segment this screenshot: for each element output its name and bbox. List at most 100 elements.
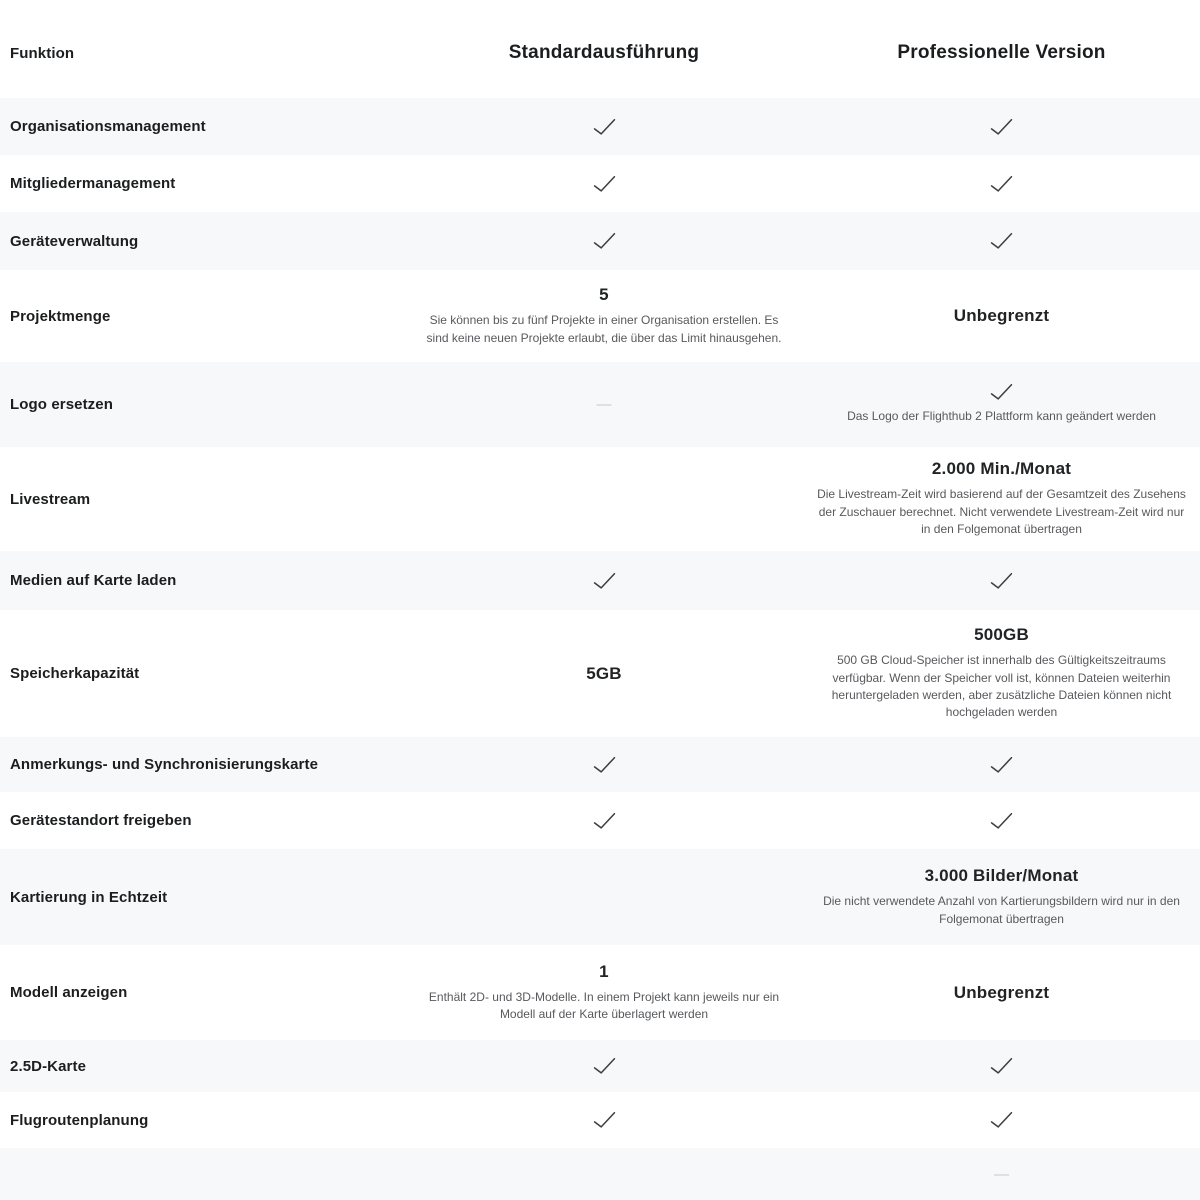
- feature-cell: Gerätestandort freigeben: [0, 792, 405, 849]
- table-body: Organisationsmanagement Mitgliedermanage…: [0, 98, 1200, 1200]
- check-icon: [990, 232, 1013, 249]
- standard-cell: [405, 155, 803, 212]
- professional-cell: [803, 737, 1200, 792]
- feature-cell: Modell anzeigen: [0, 945, 405, 1040]
- standard-cell: [405, 1040, 803, 1092]
- professional-cell: 3.000 Bilder/Monat Die nicht verwendete A…: [803, 849, 1200, 945]
- check-icon: [593, 812, 615, 829]
- standard-cell: [405, 792, 803, 849]
- table-header: Funktion Standardausführung Professionel…: [0, 0, 1200, 98]
- table-row: Logo ersetzen — Das Logo der Flighthub 2…: [0, 362, 1200, 447]
- professional-cell: [803, 1092, 1200, 1148]
- standard-cell: 5GB: [405, 610, 803, 737]
- dash-icon: —: [994, 1165, 1009, 1183]
- plan-value: Unbegrenzt: [953, 306, 1050, 325]
- standard-cell: [405, 447, 803, 551]
- feature-label: Organisationsmanagement: [10, 118, 206, 135]
- table-row: Geräteverwaltung: [0, 212, 1200, 270]
- standard-header-cell: Standardausführung: [405, 0, 803, 98]
- table-row: Mitgliedermanagement: [0, 155, 1200, 212]
- check-icon: [990, 756, 1013, 773]
- plan-note: Das Logo der Flighthub 2 Plattform kann …: [847, 409, 1156, 424]
- professional-cell: —: [803, 1148, 1200, 1200]
- professional-cell: Unbegrenzt: [803, 270, 1200, 362]
- feature-label: Logo ersetzen: [10, 396, 113, 413]
- dash-icon: —: [596, 396, 612, 413]
- table-row: —: [0, 1148, 1200, 1200]
- standard-column-header: Standardausführung: [508, 42, 700, 63]
- plan-value: 3.000 Bilder/Monat: [924, 866, 1079, 886]
- plan-value: 500GB: [974, 625, 1029, 645]
- professional-cell: [803, 551, 1200, 610]
- professional-cell: [803, 98, 1200, 155]
- table-row: Projektmenge 5 Sie können bis zu fünf Pro…: [0, 270, 1200, 362]
- professional-cell: 500GB 500 GB Cloud-Speicher ist innerhalb…: [803, 610, 1200, 737]
- check-icon: [990, 1057, 1013, 1074]
- professional-column-header: Professionelle Version: [897, 42, 1106, 63]
- check-icon: [593, 232, 615, 249]
- table-row: Livestream 2.000 Min./Monat Die Livestrea…: [0, 447, 1200, 551]
- feature-cell: Anmerkungs- und Synchronisierungskarte: [0, 737, 405, 792]
- feature-cell: Geräteverwaltung: [0, 212, 405, 270]
- feature-label: Medien auf Karte laden: [10, 572, 177, 589]
- plan-note: Sie können bis zu fünf Projekte in einer…: [426, 313, 782, 345]
- professional-cell: [803, 792, 1200, 849]
- standard-cell: 5 Sie können bis zu fünf Projekte in eine…: [405, 270, 803, 362]
- plan-value: 5GB: [586, 663, 622, 683]
- check-icon: [990, 175, 1013, 192]
- standard-cell: [405, 551, 803, 610]
- plan-note: Die nicht verwendete Anzahl von Kartieru…: [823, 894, 1180, 926]
- check-icon: [593, 1111, 615, 1128]
- feature-header-cell: Funktion: [0, 0, 405, 98]
- feature-cell: Mitgliedermanagement: [0, 155, 405, 212]
- feature-cell: Kartierung in Echtzeit: [0, 849, 405, 945]
- feature-label: Flugroutenplanung: [10, 1111, 149, 1129]
- standard-cell: [405, 98, 803, 155]
- feature-cell: Projektmenge: [0, 270, 405, 362]
- feature-cell: Livestream: [0, 447, 405, 551]
- feature-label: Geräteverwaltung: [10, 232, 139, 250]
- feature-label: Kartierung in Echtzeit: [10, 888, 168, 906]
- table-row: Modell anzeigen 1 Enthält 2D- und 3D-Mode…: [0, 945, 1200, 1040]
- feature-cell: Speicherkapazität: [0, 610, 405, 737]
- plan-note: Die Livestream-Zeit wird basierend auf d…: [817, 487, 1186, 537]
- check-icon: [990, 384, 1013, 400]
- table-row: 2.5D-Karte: [0, 1040, 1200, 1092]
- feature-cell: Flugroutenplanung: [0, 1092, 405, 1148]
- feature-label: Projektmenge: [10, 307, 111, 325]
- feature-label: 2.5D-Karte: [10, 1057, 87, 1075]
- check-icon: [593, 175, 615, 192]
- plan-value: Unbegrenzt: [953, 982, 1050, 1002]
- feature-label: Anmerkungs- und Synchronisierungskarte: [10, 756, 319, 773]
- plan-value: 1: [599, 961, 609, 981]
- feature-cell: 2.5D-Karte: [0, 1040, 405, 1092]
- table-row: Flugroutenplanung: [0, 1092, 1200, 1148]
- plan-note: Enthält 2D- und 3D-Modelle. In einem Pro…: [428, 989, 780, 1021]
- check-icon: [593, 572, 615, 589]
- feature-column-header: Funktion: [10, 44, 75, 62]
- feature-label: Mitgliedermanagement: [10, 175, 176, 192]
- professional-cell: [803, 212, 1200, 270]
- feature-label: Speicherkapazität: [10, 665, 140, 682]
- professional-cell: Unbegrenzt: [803, 945, 1200, 1040]
- feature-cell: Medien auf Karte laden: [0, 551, 405, 610]
- check-icon: [990, 118, 1013, 135]
- feature-label: Modell anzeigen: [10, 984, 128, 1001]
- standard-cell: [405, 849, 803, 945]
- table-row: Gerätestandort freigeben: [0, 792, 1200, 849]
- feature-cell: Logo ersetzen: [0, 362, 405, 447]
- feature-cell: [0, 1148, 405, 1200]
- professional-cell: [803, 155, 1200, 212]
- check-icon: [593, 1057, 615, 1074]
- feature-label: Livestream: [10, 490, 91, 508]
- check-icon: [990, 1111, 1013, 1128]
- check-icon: [990, 812, 1013, 829]
- professional-cell: Das Logo der Flighthub 2 Plattform kann …: [803, 362, 1200, 447]
- standard-cell: 1 Enthält 2D- und 3D-Modelle. In einem Pr…: [405, 945, 803, 1040]
- plan-value: 2.000 Min./Monat: [931, 459, 1072, 479]
- check-icon: [593, 118, 615, 135]
- table-row: Speicherkapazität 5GB 500GB 500 GB Cloud-…: [0, 610, 1200, 737]
- feature-label: Gerätestandort freigeben: [10, 812, 192, 829]
- check-icon: [593, 756, 615, 773]
